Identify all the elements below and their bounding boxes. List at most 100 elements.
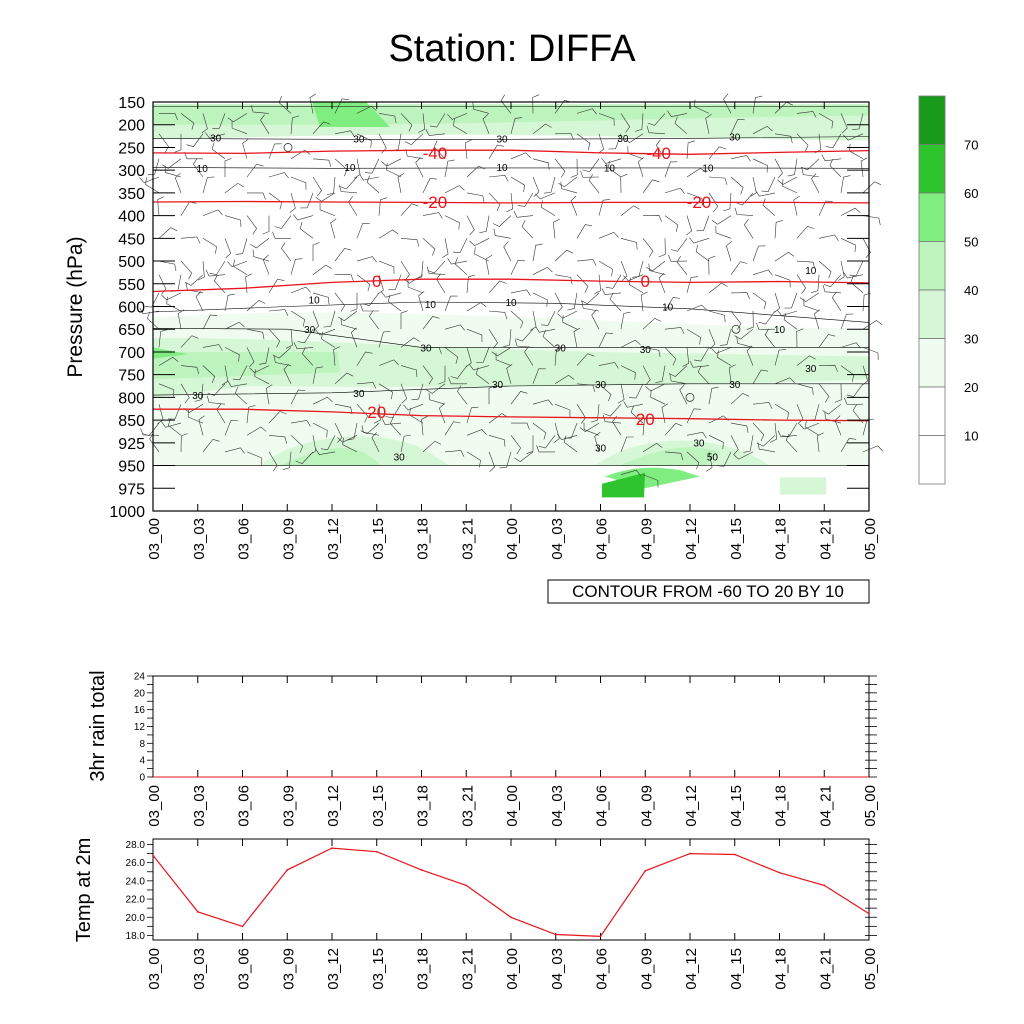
wind-barb — [532, 123, 552, 135]
wind-barb — [838, 261, 845, 281]
wind-fill-region — [280, 447, 380, 466]
wind-barb — [197, 261, 205, 281]
temperature-contour-label: 0 — [641, 272, 650, 291]
wind-barb — [474, 247, 490, 262]
time-tick-label: 03_21 — [459, 518, 476, 560]
temp2m-point — [196, 910, 199, 913]
wind-barb — [378, 383, 393, 400]
wind-barb — [800, 158, 820, 171]
wind-barb — [799, 422, 820, 430]
time-tick-label: 04_00 — [504, 518, 521, 560]
wind-barb — [282, 451, 292, 470]
wind-barb — [321, 331, 336, 348]
wind-barb — [202, 438, 220, 453]
wind-barb — [664, 423, 683, 436]
wind-barb — [862, 365, 869, 386]
wind-barb — [301, 347, 314, 366]
wind-barb — [312, 264, 332, 275]
wind-barb — [630, 405, 644, 424]
time-tick-label: 03_18 — [415, 785, 432, 827]
wind-barb — [567, 292, 578, 311]
wind-barb — [335, 274, 354, 282]
wind-barb — [601, 157, 622, 164]
wind-barb — [822, 403, 842, 415]
wind-barb — [822, 285, 842, 294]
wind-barb — [682, 347, 690, 367]
wind-barb — [259, 347, 270, 365]
time-tick-label: 03_15 — [370, 948, 387, 990]
wind-barb — [312, 121, 331, 135]
temp2m-y-axis: 18.0 20.0 22.0 24.0 26.0 28.0 — [126, 840, 877, 942]
colorbar-swatch — [918, 338, 946, 388]
y-tick-label: 24 — [134, 672, 146, 683]
wind-barb — [249, 365, 270, 373]
wind-barb — [488, 192, 501, 212]
wind-barb — [347, 423, 358, 441]
wind-barb — [299, 221, 314, 239]
wind-barb — [796, 225, 815, 239]
wind-barb — [334, 422, 343, 443]
colorbar-swatch — [918, 95, 946, 145]
wind-barb — [664, 161, 678, 178]
rain-y-axis: 0 4 8 12 16 20 24 — [134, 672, 877, 784]
wind-contour-label: 30 — [496, 134, 508, 145]
wind-barb — [373, 404, 381, 424]
temperature-contour — [152, 149, 870, 155]
wind-barb — [186, 133, 204, 147]
wind-barb — [598, 113, 615, 126]
wind-barb — [695, 244, 710, 262]
wind-barb — [444, 450, 465, 457]
wind-barb — [510, 176, 526, 193]
wind-barb — [422, 212, 443, 219]
time-tick-label: 03_03 — [191, 785, 208, 827]
wind-barb — [342, 437, 358, 453]
time-tick-label: 04_09 — [638, 948, 655, 990]
wind-barb — [648, 263, 666, 275]
wind-contour-label: 30 — [555, 343, 567, 354]
wind-barb — [359, 173, 380, 181]
wind-contour-label: 30 — [192, 391, 204, 402]
wind-barb — [444, 421, 461, 436]
wind-barb — [708, 255, 716, 275]
wind-barb — [224, 238, 232, 259]
time-tick-label: 04_00 — [504, 785, 521, 827]
wind-barb — [782, 179, 798, 194]
pressure-tick-label: 1000 — [109, 504, 145, 521]
wind-barb — [560, 181, 578, 194]
calm-wind-marker — [685, 392, 695, 402]
wind-barb — [246, 347, 255, 368]
y-tick-label: 20.0 — [126, 913, 146, 924]
wind-barb — [385, 404, 402, 419]
wind-barb — [554, 403, 571, 417]
wind-barb — [312, 292, 330, 305]
wind-barb — [404, 133, 424, 146]
wind-barb — [676, 255, 688, 275]
y-tick-label: 0 — [139, 773, 145, 784]
wind-barb — [227, 113, 248, 123]
pressure-tick-label: 950 — [118, 459, 145, 476]
wind-barb — [174, 172, 182, 194]
wind-barb — [532, 368, 546, 384]
wind-barb — [811, 274, 820, 293]
wind-barb — [159, 113, 178, 121]
wind-barb — [187, 410, 204, 424]
temp2m-point — [510, 916, 512, 919]
wind-barb — [598, 383, 612, 402]
wind-barb — [488, 280, 507, 294]
wind-barb — [195, 291, 204, 312]
colorbar-swatch — [918, 241, 946, 291]
temperature-contour-label: -20 — [687, 193, 712, 212]
wind-barb — [532, 158, 550, 170]
wind-barb — [784, 292, 798, 309]
wind-barb — [386, 162, 402, 178]
wind-barb — [411, 383, 424, 401]
wind-barb — [510, 152, 531, 160]
temperature-contour-label: -40 — [423, 144, 448, 163]
wind-barb — [297, 329, 314, 344]
wind-barb — [378, 331, 391, 348]
wind-barb — [268, 435, 288, 444]
wind-barb — [466, 328, 483, 343]
wind-barb — [414, 261, 424, 280]
colorbar-swatch — [918, 144, 946, 194]
wind-barb — [813, 309, 820, 330]
